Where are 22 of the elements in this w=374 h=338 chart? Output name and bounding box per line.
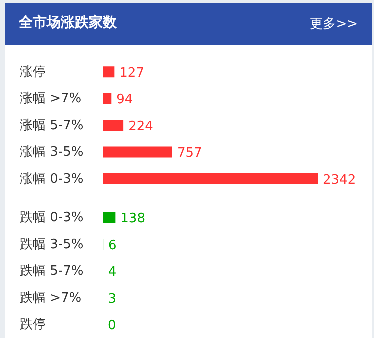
data-label: 94	[116, 92, 134, 108]
y-tick-label: 涨幅 0-3%	[20, 172, 84, 187]
data-label: 0	[108, 318, 116, 334]
data-label: 4	[108, 265, 117, 280]
y-tick-label: 涨幅 >7%	[20, 92, 82, 107]
y-tick-label: 跌停	[20, 318, 46, 333]
data-label: 224	[128, 119, 154, 134]
y-tick-label: 跌幅 5-7%	[20, 264, 84, 280]
y-tick-label: 涨幅 5-7%	[20, 118, 84, 134]
text: 更多>>	[310, 16, 358, 33]
y-tick-label: 涨停	[20, 64, 46, 80]
data-label: 138	[120, 212, 146, 227]
data-label: 3	[108, 292, 117, 307]
chart-title: 全市场涨跌家数	[19, 14, 117, 32]
y-tick-label: 跌幅 >7%	[20, 290, 82, 306]
y-tick-label: 涨幅 3-5%	[20, 145, 84, 160]
data-label: 6	[108, 238, 117, 254]
y-tick-label: 跌幅 0-3%	[20, 210, 84, 226]
data-label: 127	[120, 66, 144, 81]
y-tick-label: 跌幅 3-5%	[20, 237, 84, 252]
data-label: 2342	[323, 172, 356, 188]
data-label: 757	[177, 146, 202, 162]
